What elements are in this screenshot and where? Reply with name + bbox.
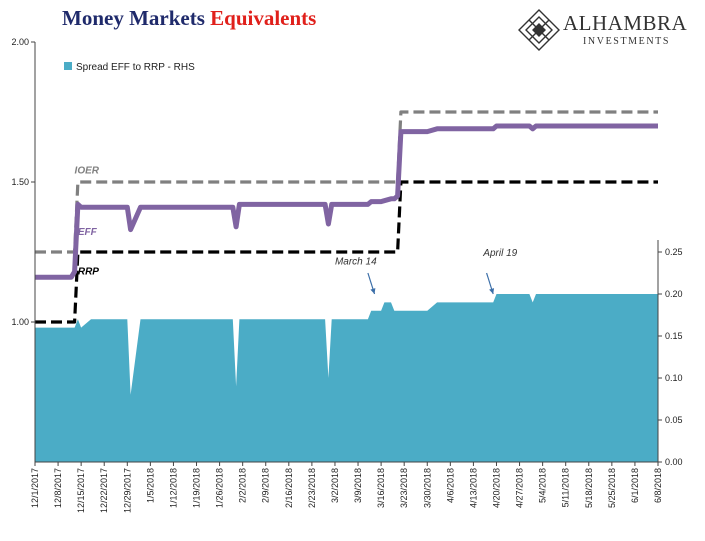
x-tick-label: 12/1/2017 <box>30 468 40 508</box>
x-tick-label: 1/19/2018 <box>192 468 202 508</box>
y-right-tick-label: 0.00 <box>665 457 683 467</box>
annotation-march-14: March 14 <box>335 257 377 268</box>
x-tick-label: 5/11/2018 <box>561 468 571 507</box>
annotation-eff: EFF <box>78 227 98 238</box>
annotation-rrp: RRP <box>78 266 99 277</box>
annotation-ioer: IOER <box>75 166 100 177</box>
y-left-tick-label: 2.00 <box>11 37 29 47</box>
y-right-tick-label: 0.10 <box>665 373 683 383</box>
y-left-tick-label: 1.00 <box>11 317 29 327</box>
x-tick-label: 6/1/2018 <box>630 468 640 503</box>
series-ioer-line <box>35 110 658 254</box>
x-tick-label: 2/9/2018 <box>261 468 271 503</box>
x-tick-label: 12/8/2017 <box>53 468 63 508</box>
x-tick-label: 4/20/2018 <box>491 468 501 508</box>
x-tick-label: 1/12/2018 <box>168 468 178 508</box>
x-tick-label: 3/9/2018 <box>353 468 363 503</box>
annotation-april-19: April 19 <box>482 248 517 259</box>
x-tick-label: 3/23/2018 <box>399 468 409 508</box>
y-right-tick-label: 0.15 <box>665 331 683 341</box>
x-tick-label: 1/26/2018 <box>215 468 225 508</box>
x-tick-label: 2/23/2018 <box>307 468 317 508</box>
x-tick-label: 4/27/2018 <box>515 468 525 508</box>
y-right-tick-label: 0.20 <box>665 289 683 299</box>
title-part-2: Equivalents <box>210 6 317 30</box>
diamond-lattice-icon <box>518 9 560 51</box>
x-tick-label: 2/16/2018 <box>284 468 294 508</box>
chart-title: Money Markets Equivalents <box>62 6 316 31</box>
legend-label: Spread EFF to RRP - RHS <box>76 62 195 73</box>
annotation-arrow-head <box>370 288 376 294</box>
x-tick-label: 5/4/2018 <box>538 468 548 503</box>
x-tick-label: 12/29/2017 <box>122 468 132 513</box>
title-part-1: Money Markets <box>62 6 205 30</box>
x-tick-label: 6/8/2018 <box>653 468 663 503</box>
y-right-tick-label: 0.05 <box>665 415 683 425</box>
x-tick-label: 4/13/2018 <box>468 468 478 508</box>
series-spread-eff-to-rrp-rhs-area <box>35 294 658 462</box>
x-tick-label: 5/25/2018 <box>607 468 617 508</box>
x-tick-label: 12/15/2017 <box>76 468 86 513</box>
annotation-arrow-head <box>489 288 495 294</box>
x-tick-label: 12/22/2017 <box>99 468 109 513</box>
x-tick-label: 1/5/2018 <box>145 468 155 503</box>
x-tick-label: 3/2/2018 <box>330 468 340 503</box>
alhambra-logo: ALHAMBRA INVESTMENTS <box>517 8 697 52</box>
logo-sub: INVESTMENTS <box>583 36 671 47</box>
annotation-layer: IOER EFF RRP March 14 April 19 <box>75 166 518 295</box>
spread-area-layer <box>35 294 658 462</box>
x-tick-label: 5/18/2018 <box>584 468 594 508</box>
x-tick-label: 4/6/2018 <box>445 468 455 503</box>
series-rrp-line <box>35 180 658 324</box>
x-tick-label: 3/30/2018 <box>422 468 432 508</box>
y-left-tick-label: 1.50 <box>11 177 29 187</box>
legend: Spread EFF to RRP - RHS <box>64 62 195 73</box>
x-tick-label: 3/16/2018 <box>376 468 386 508</box>
legend-swatch <box>64 62 72 70</box>
line-layer <box>35 110 658 324</box>
axes-layer: 1.00 1.50 2.00 0.00 0.05 0.10 0.15 0.20 0.25 12/1… <box>11 37 682 513</box>
x-tick-label: 2/2/2018 <box>238 468 248 503</box>
logo-name: ALHAMBRA <box>563 11 688 35</box>
y-right-tick-label: 0.25 <box>665 247 683 257</box>
series-eff-line <box>35 123 658 280</box>
